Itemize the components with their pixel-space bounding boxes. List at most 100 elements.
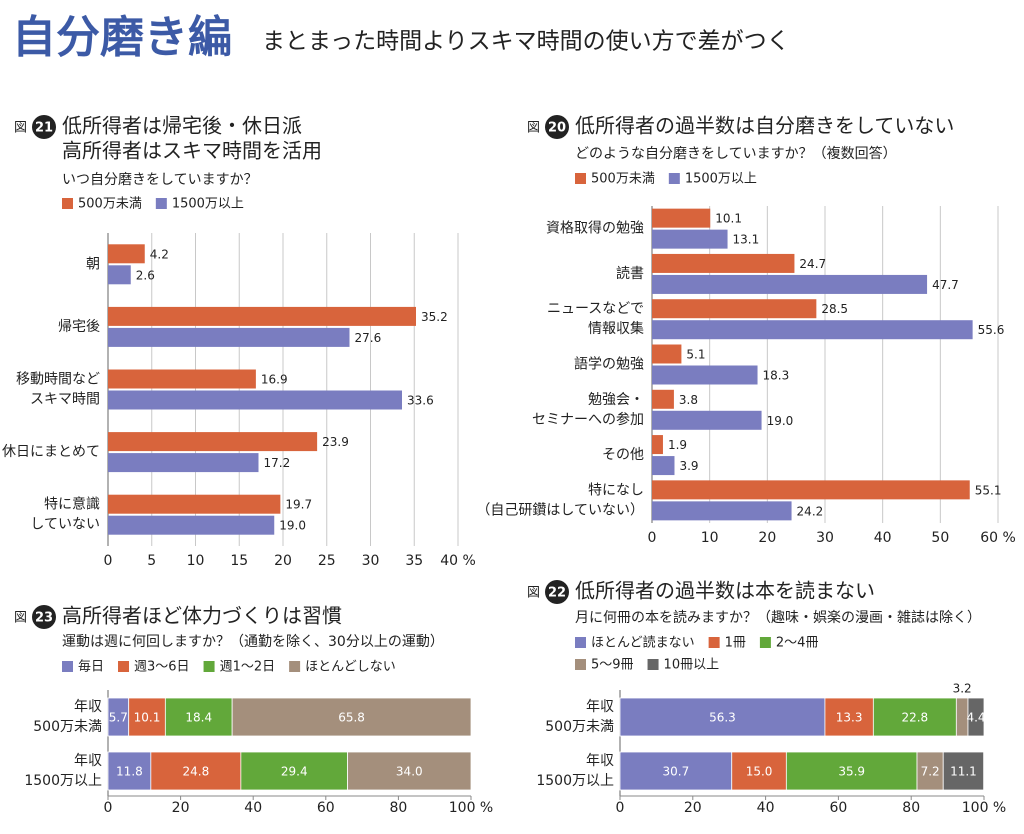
bar — [652, 320, 973, 340]
legend-label: 1冊 — [725, 636, 746, 651]
value-label: 34.0 — [396, 765, 423, 779]
category-label: ニュースなどで情報収集 — [547, 301, 644, 337]
legend-swatch — [575, 173, 586, 184]
label-line: 情報収集 — [588, 320, 644, 337]
legend-swatch — [62, 198, 73, 209]
bar — [108, 306, 416, 326]
legend-swatch — [647, 659, 659, 670]
value-label: 28.5 — [821, 302, 848, 316]
x-tick-label: 60 — [317, 800, 335, 816]
bar — [108, 369, 256, 389]
value-label: 24.2 — [797, 504, 824, 518]
value-label: 56.3 — [709, 711, 736, 725]
chart-question: どのような自分磨きをしていますか？（複数回答） — [575, 145, 897, 162]
x-tick-label: 20 — [172, 800, 190, 816]
bar-segment — [619, 697, 826, 737]
bar-segment — [164, 697, 233, 737]
x-tick-label: 40 — [757, 800, 775, 816]
bar — [652, 410, 762, 430]
value-label: 35.9 — [838, 765, 865, 779]
bar-segment — [150, 751, 242, 791]
value-label: 1.9 — [668, 438, 687, 452]
legend-label: 週1〜2日 — [220, 660, 276, 675]
bar — [652, 299, 817, 319]
label-line: 年収 — [74, 699, 102, 715]
legend-swatch — [575, 659, 586, 670]
value-label: 24.7 — [799, 257, 826, 271]
figure-number: 22 — [548, 586, 566, 601]
legend-swatch — [708, 637, 720, 648]
x-tick-label: 25 — [318, 553, 336, 569]
bar-segment — [942, 751, 985, 791]
value-label: 19.0 — [279, 519, 306, 533]
bar-segment — [872, 697, 957, 737]
category-label: 帰宅後 — [58, 318, 100, 335]
figure-badge — [32, 605, 56, 629]
label-line: スキマ時間 — [30, 392, 100, 408]
legend-label: 5〜9冊 — [591, 658, 634, 673]
value-label: 29.4 — [281, 765, 308, 779]
bar-segment — [785, 751, 918, 791]
x-tick-label: 100 % — [449, 800, 493, 816]
figure-badge — [545, 115, 569, 139]
x-tick-label: 100 % — [962, 800, 1006, 816]
label-line: 年収 — [586, 753, 614, 769]
bar-segment — [967, 697, 985, 737]
label-line: していない — [30, 517, 100, 533]
legend-label: 10冊以上 — [664, 658, 720, 673]
value-label: 13.1 — [733, 233, 760, 247]
value-label: 7.2 — [921, 765, 940, 779]
chart-title: 高所得者はスキマ時間を活用 — [62, 139, 322, 163]
chart-question: 運動は週に何回しますか？（通勤を除く、30分以上の運動） — [62, 634, 444, 650]
legend-label: 1500万以上 — [172, 197, 244, 212]
category-label: 年収 1500万以上 — [24, 753, 102, 789]
value-label: 27.6 — [355, 331, 382, 345]
figure-label: 図 — [14, 121, 27, 136]
value-label: 10.1 — [715, 212, 742, 226]
value-label: 35.2 — [421, 310, 448, 324]
value-label: 13.3 — [836, 711, 863, 725]
value-label: 5.7 — [109, 711, 128, 725]
x-tick-label: 40 — [874, 530, 892, 546]
category-label: 朝 — [86, 256, 100, 272]
x-tick-label: 30 — [362, 553, 380, 569]
x-tick-label: 10 — [187, 553, 205, 569]
legend-swatch — [118, 661, 130, 672]
value-label: 15.0 — [746, 765, 773, 779]
bar-segment — [824, 697, 874, 737]
value-label: 19.7 — [285, 498, 312, 512]
legend-label: 1500万以上 — [685, 172, 757, 187]
value-label: 55.6 — [978, 323, 1005, 337]
value-label: 11.8 — [116, 765, 143, 779]
bar-segment — [128, 697, 166, 737]
label-line: セミナーへの参加 — [532, 411, 644, 428]
label-line: 500万未満 — [33, 719, 102, 735]
category-label: 特になし （自己研鑽はしていない） — [476, 482, 644, 518]
bar — [108, 244, 145, 264]
legend-swatch — [62, 661, 73, 672]
bar — [652, 208, 711, 228]
value-label: 3.9 — [679, 459, 698, 473]
label-line: 1500万以上 — [24, 773, 102, 789]
legend-label: 毎日 — [78, 659, 104, 675]
bar-segment — [231, 697, 472, 737]
figure-number: 23 — [35, 611, 53, 626]
value-label: 2.6 — [136, 268, 155, 282]
legend-label: ほとんどしない — [305, 660, 396, 675]
bar — [652, 435, 663, 455]
chart-title: 高所得者ほど体力づくりは習慣 — [62, 604, 342, 628]
x-tick-label: 80 — [902, 800, 920, 816]
value-label: 22.8 — [901, 711, 928, 725]
label-line: ニュースなどで — [547, 301, 644, 317]
label-line: 500万未満 — [545, 719, 614, 735]
x-tick-label: 50 — [931, 530, 949, 546]
bar-segment — [240, 751, 348, 791]
bar-segment — [619, 751, 733, 791]
label-line: 年収 — [586, 699, 614, 715]
value-label: 24.8 — [182, 765, 209, 779]
bar-segment — [347, 751, 472, 791]
bar — [652, 501, 792, 521]
legend-swatch — [759, 637, 771, 648]
x-tick-label: 40 — [244, 800, 262, 816]
value-label: 55.1 — [975, 483, 1002, 497]
